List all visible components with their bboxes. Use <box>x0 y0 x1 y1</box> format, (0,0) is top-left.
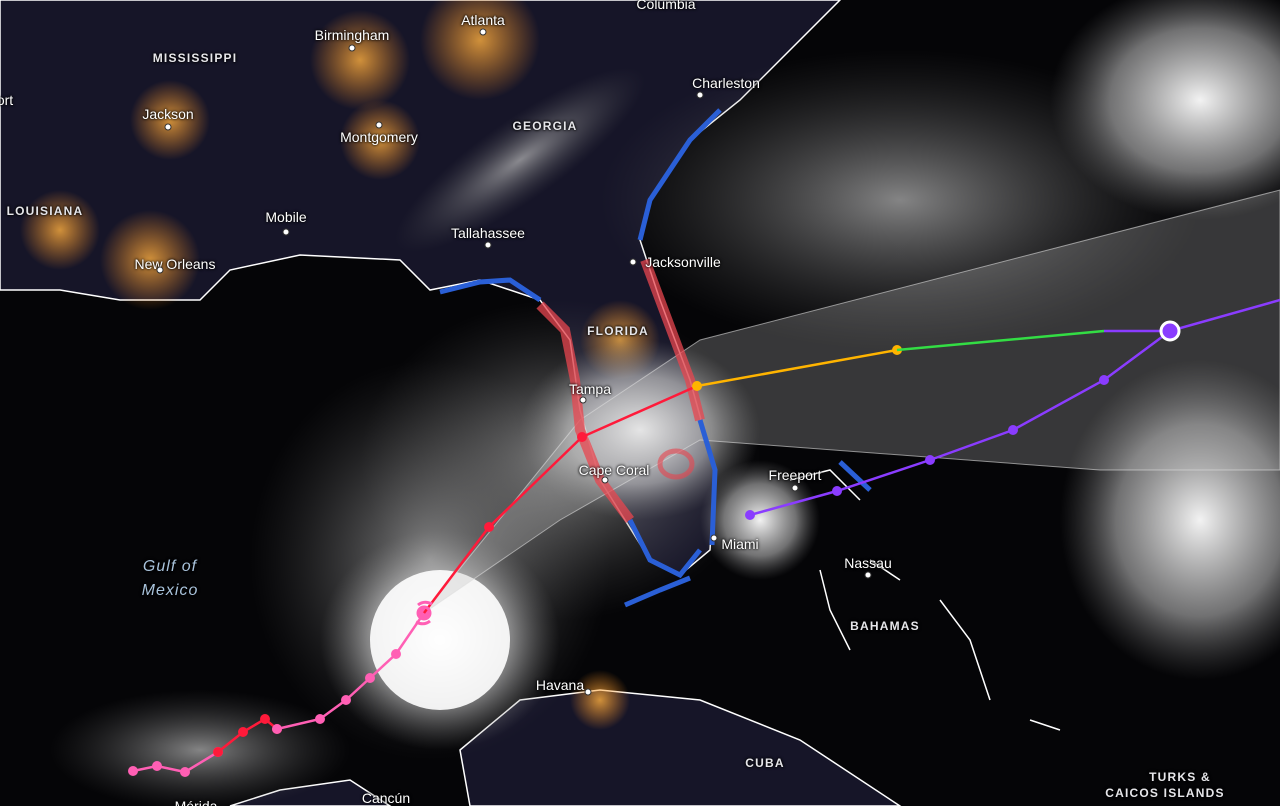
city-marker <box>156 266 164 274</box>
city-marker <box>375 121 383 129</box>
city-label: ort <box>0 92 14 108</box>
forecast-point[interactable] <box>577 432 587 442</box>
region-label: CUBA <box>745 756 785 770</box>
track-point[interactable] <box>152 761 162 771</box>
bahamas-islands <box>789 469 1061 731</box>
city-marker <box>348 44 356 52</box>
city-label: Birmingham <box>314 27 390 43</box>
city-label: Cape Coral <box>578 462 650 478</box>
city-marker <box>864 571 872 579</box>
city-label: Tallahassee <box>451 225 525 241</box>
water-label-line2: Mexico <box>141 582 199 599</box>
alternate-track-segment <box>749 329 1171 517</box>
city-label: New Orleans <box>134 256 216 272</box>
forecast-depression-segment <box>896 329 1105 352</box>
city-label: Mérida <box>174 798 218 806</box>
city-marker <box>584 688 592 696</box>
track-point[interactable] <box>128 766 138 776</box>
track-point[interactable] <box>365 673 375 683</box>
city-marker <box>579 396 587 404</box>
track-point[interactable] <box>832 486 842 496</box>
city-marker <box>791 484 799 492</box>
track-point[interactable] <box>341 695 351 705</box>
region-label: CAICOS ISLANDS <box>1105 786 1225 800</box>
past-track-segment <box>132 750 219 774</box>
past-track-segment <box>276 612 426 731</box>
city-label: Mobile <box>265 209 307 225</box>
city-marker <box>629 258 637 266</box>
city-marker <box>601 476 609 484</box>
past-track-hurricane-segment <box>217 717 278 753</box>
city-label: Jackson <box>142 106 194 122</box>
region-label: MISSISSIPPI <box>152 51 238 65</box>
forecast-tropical-storm-segment <box>696 348 898 388</box>
lake-okeechobee-warning <box>657 448 695 480</box>
city-marker <box>484 241 492 249</box>
tropical-storm-warning-coast <box>439 108 872 608</box>
city-label: Nassau <box>844 555 892 571</box>
track-point[interactable] <box>260 714 270 724</box>
city-label: Havana <box>535 677 585 693</box>
city-label: Tampa <box>568 381 612 397</box>
forecast-point[interactable] <box>484 522 494 532</box>
region-label: BAHAMAS <box>850 619 920 633</box>
city-marker <box>696 91 704 99</box>
city-marker <box>164 123 172 131</box>
track-point[interactable] <box>745 510 755 520</box>
city-label: Atlanta <box>461 12 505 28</box>
hurricane-symbol-icon[interactable] <box>415 600 433 626</box>
track-point[interactable] <box>213 747 223 757</box>
forecast-hurricane-segment <box>423 384 698 614</box>
water-label-line1: Gulf of <box>142 558 198 575</box>
city-label: Charleston <box>692 75 760 91</box>
city-marker <box>710 534 718 542</box>
region-label: GEORGIA <box>512 119 578 133</box>
track-point[interactable] <box>925 455 935 465</box>
city-label: Freeport <box>768 467 822 483</box>
track-point[interactable] <box>315 714 325 724</box>
city-marker <box>282 228 290 236</box>
track-point[interactable] <box>692 381 702 391</box>
city-label: Columbia <box>636 0 696 12</box>
region-label: FLORIDA <box>587 324 649 338</box>
track-point[interactable] <box>391 649 401 659</box>
track-point[interactable] <box>238 727 248 737</box>
forecast-endpoint[interactable] <box>1159 320 1181 342</box>
hurricane-warning-coast <box>536 258 705 523</box>
city-label: Montgomery <box>340 129 418 145</box>
track-point[interactable] <box>180 767 190 777</box>
city-label: Cancún <box>361 790 411 806</box>
city-label: Miami <box>721 536 759 552</box>
city-marker <box>479 28 487 36</box>
track-point[interactable] <box>1008 425 1018 435</box>
track-point[interactable] <box>272 724 282 734</box>
region-label: TURKS & <box>1149 770 1211 784</box>
track-point[interactable] <box>1099 375 1109 385</box>
region-label: LOUISIANA <box>6 204 84 218</box>
city-label: Jacksonville <box>645 254 721 270</box>
